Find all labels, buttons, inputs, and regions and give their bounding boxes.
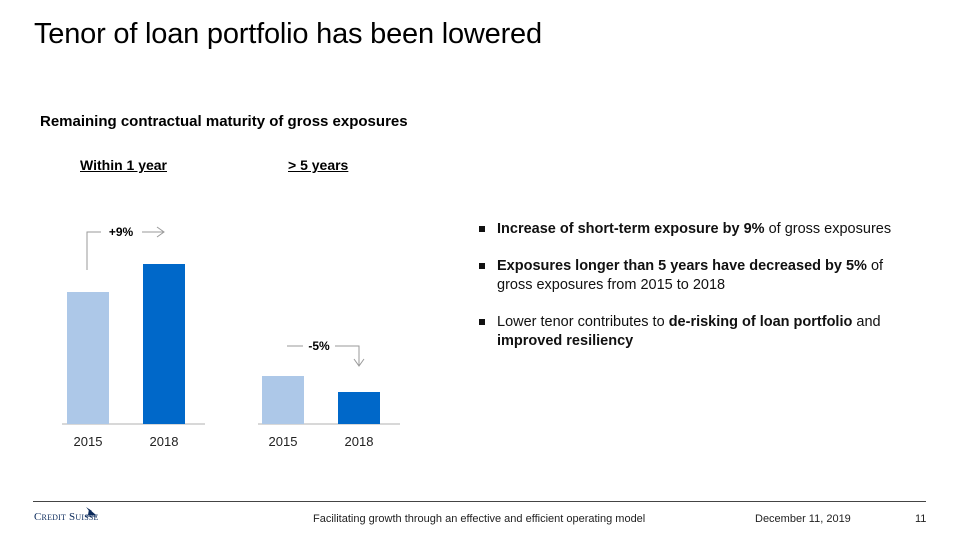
bullet-item: Increase of short-term exposure by 9% of… <box>478 220 918 239</box>
bullet-emphasis: Increase of short-term exposure by 9% <box>497 221 765 237</box>
bullet-item: Lower tenor contributes to de-risking of… <box>478 313 918 351</box>
bar-2015 <box>262 376 304 424</box>
bullet-text: of gross exposures from 2015 to 2018 <box>497 258 884 293</box>
logo-text: Credit Suisse <box>34 511 99 523</box>
bar-2015 <box>67 292 109 424</box>
bar-2018 <box>143 264 185 424</box>
bullet-text: of gross exposures <box>764 221 892 237</box>
bar-2018 <box>338 392 380 424</box>
bullet-emphasis: improved resiliency <box>497 333 634 349</box>
arrow-down-icon <box>335 345 365 367</box>
bullet-square-icon <box>479 319 485 325</box>
sailboat-icon <box>85 507 97 517</box>
bullet-square-icon <box>479 226 485 232</box>
slide-title: Tenor of loan portfolio has been lowered <box>34 18 542 50</box>
page-number: 11 <box>915 513 927 525</box>
bullet-text: Lower tenor contributes to <box>497 314 669 330</box>
x-tick-label: 2015 <box>269 434 298 449</box>
group-label-over-5-years: > 5 years <box>288 157 349 173</box>
change-annotation: +9% <box>109 225 134 239</box>
bullet-list: Increase of short-term exposure by 9% of… <box>478 220 918 369</box>
bullet-text: and <box>852 314 881 330</box>
chart-subtitle: Remaining contractual maturity of gross … <box>40 113 408 130</box>
footer-divider <box>33 501 926 502</box>
x-tick-label: 2015 <box>74 434 103 449</box>
bullet-square-icon <box>479 263 485 269</box>
footer-tagline: Facilitating growth through an effective… <box>313 513 646 525</box>
change-annotation: -5% <box>308 339 330 353</box>
credit-suisse-logo: Credit Suisse <box>34 511 99 523</box>
bullet-item: Exposures longer than 5 years have decre… <box>478 257 918 295</box>
change-connector-line <box>86 231 101 270</box>
bullet-emphasis: de-risking of loan portfolio <box>668 314 853 330</box>
bullet-emphasis: Exposures longer than 5 years have decre… <box>497 258 867 274</box>
x-tick-label: 2018 <box>150 434 179 449</box>
group-label-within-1-year: Within 1 year <box>80 157 168 173</box>
arrow-right-icon <box>142 226 165 238</box>
x-tick-label: 2018 <box>345 434 374 449</box>
footer-date: December 11, 2019 <box>755 513 851 525</box>
